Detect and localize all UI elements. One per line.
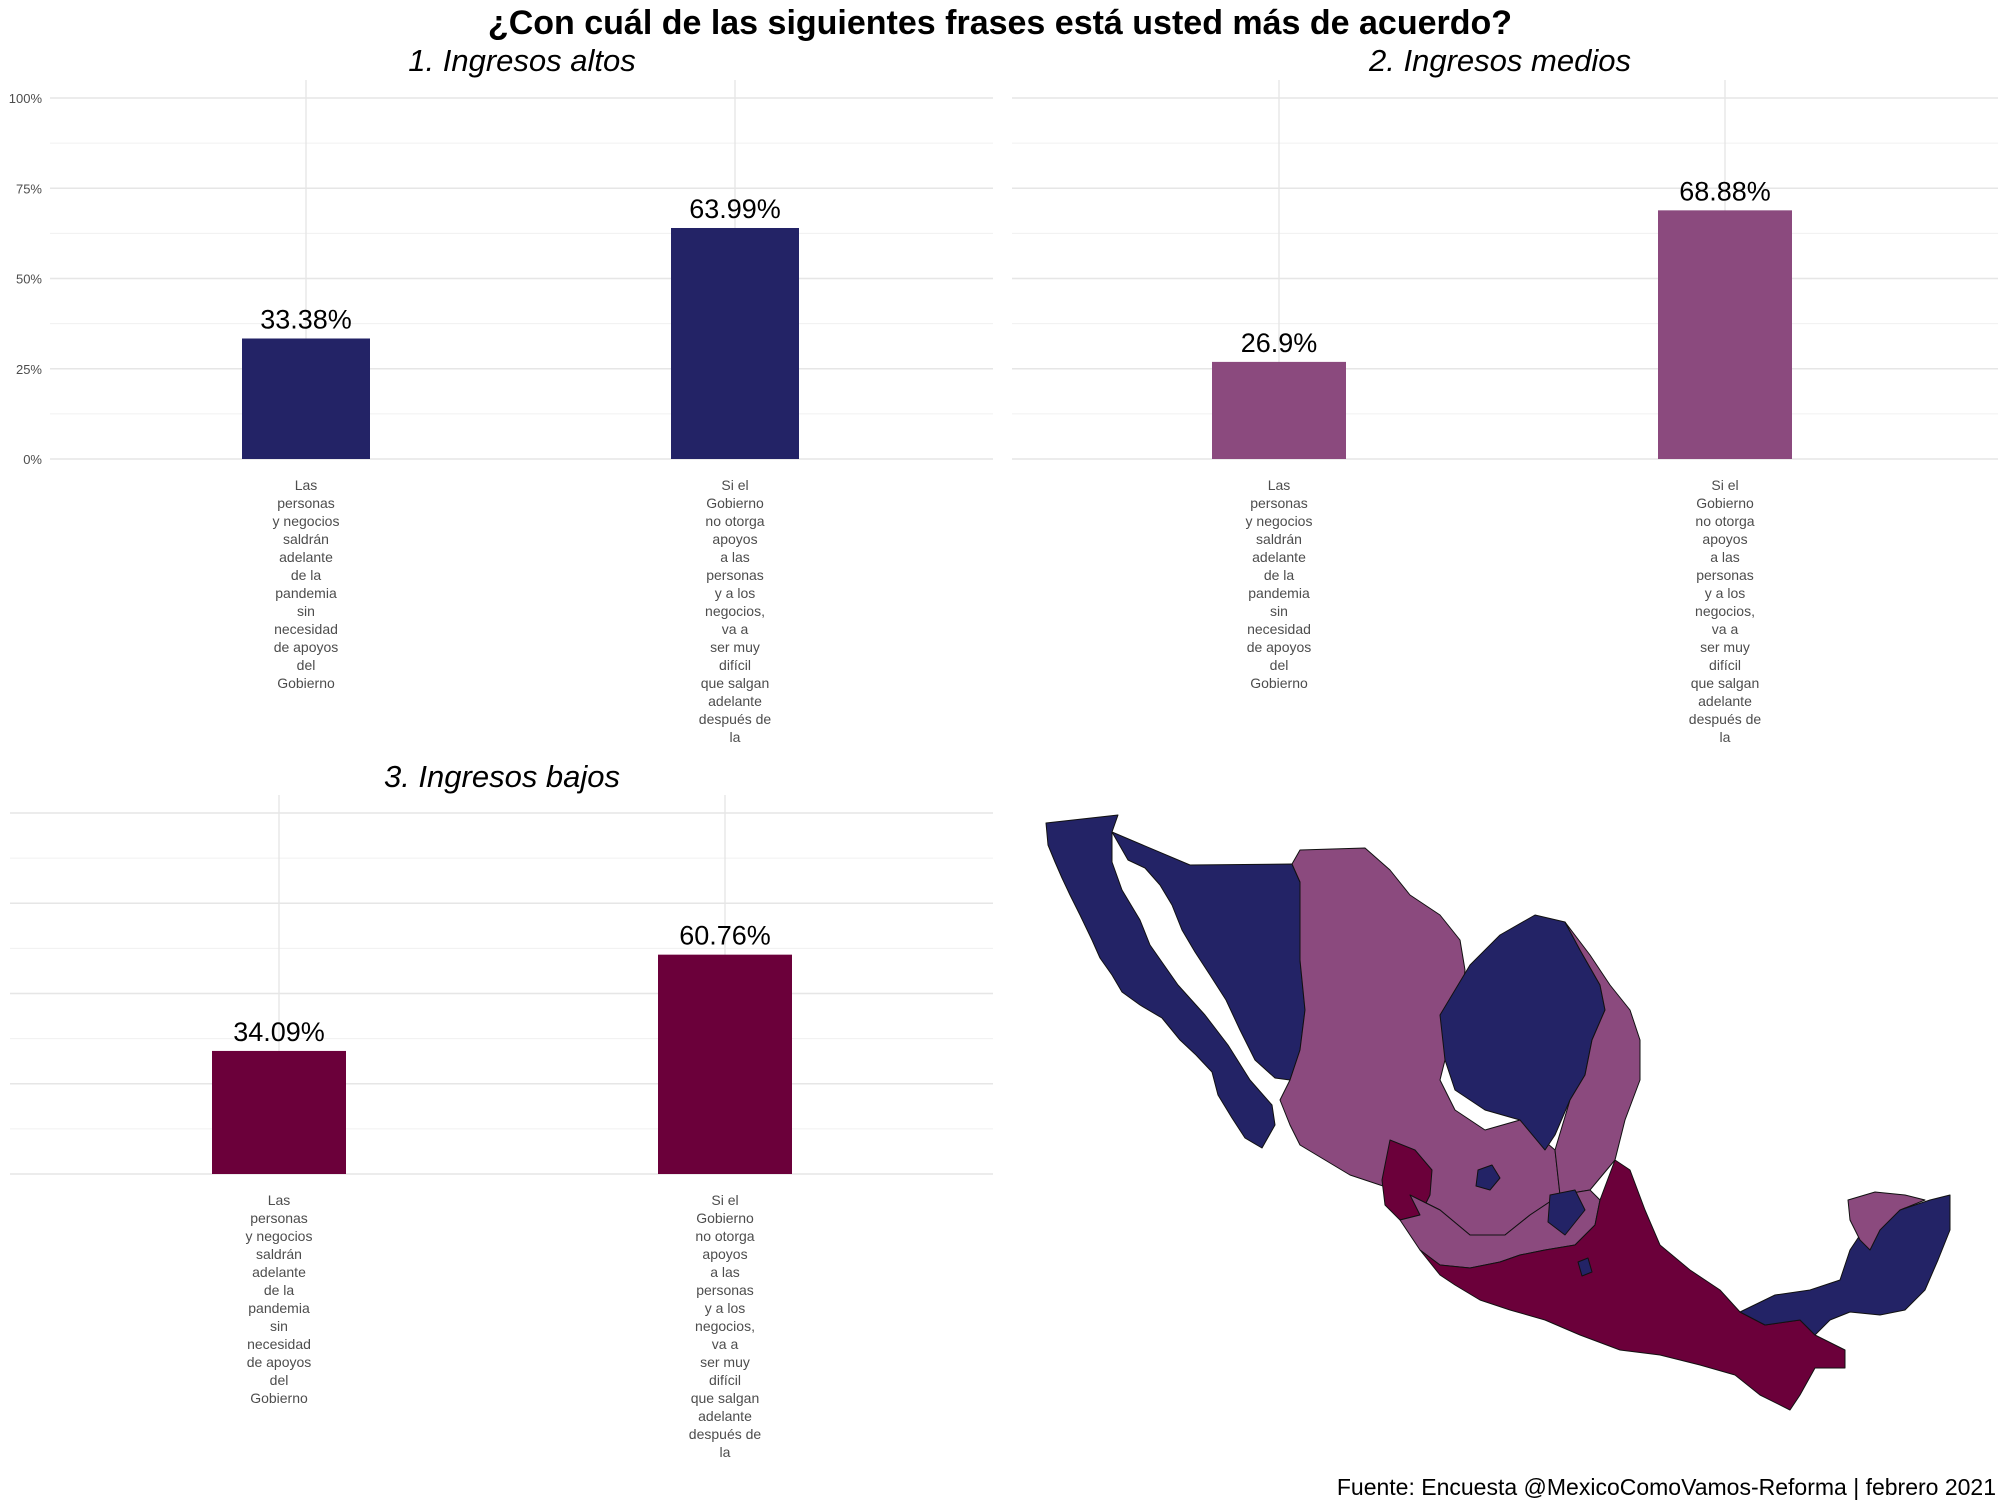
map-region-yucatan	[1847, 1191, 1926, 1251]
bar-value-label: 68.88%	[1679, 176, 1771, 206]
panel-title: 1. Ingresos altos	[408, 43, 635, 78]
mexico-map	[1045, 814, 1951, 1411]
panel-title: 2. Ingresos medios	[1368, 43, 1631, 78]
x-category-label: Si el Gobierno no otorga apoyos a las persona…	[1689, 477, 1762, 745]
bar-value-label: 33.38%	[260, 304, 352, 334]
bar	[1212, 361, 1346, 459]
panel-title: 3. Ingresos bajos	[384, 759, 620, 794]
caption: Fuente: Encuesta @MexicoComoVamos-Reform…	[1337, 1474, 1996, 1500]
bar	[671, 227, 799, 459]
y-tick-label: 100%	[9, 91, 43, 106]
panel-ingresos-bajos: 3. Ingresos bajos 34.09% 60.76% Las personas…	[10, 759, 993, 1460]
x-category-label: Si el Gobierno no otorga apoyos a las persona…	[699, 477, 772, 745]
y-tick-label: 50%	[16, 272, 42, 287]
x-category-label: Las personas y negocios saldrán adelante de l…	[273, 477, 340, 691]
x-category-label: Las personas y negocios saldrán adelante de l…	[1246, 477, 1313, 691]
bar-value-label: 34.09%	[233, 1017, 325, 1047]
bar-value-label: 60.76%	[679, 921, 771, 951]
map-region-cdmx	[1577, 1257, 1593, 1277]
x-category-label: Si el Gobierno no otorga apoyos a las persona…	[689, 1192, 762, 1460]
main-title: ¿Con cuál de las siguientes frases está …	[488, 4, 1512, 42]
bar-value-label: 63.99%	[689, 194, 781, 224]
bar-value-label: 26.9%	[1241, 328, 1318, 358]
bar	[242, 338, 370, 459]
x-category-label: Las personas y negocios saldrán adelante de l…	[246, 1192, 313, 1406]
y-tick-label: 75%	[16, 181, 42, 196]
map-region-aguascalientes	[1475, 1164, 1501, 1191]
bar	[212, 1050, 346, 1174]
y-tick-label: 0%	[23, 452, 42, 467]
panel-ingresos-altos: 0% 25% 50% 75% 100% 1. Ingresos altos 33.38% 63…	[9, 43, 993, 745]
map-region-southeast	[1739, 1194, 1951, 1336]
bar	[1658, 210, 1792, 459]
map-region-northwest	[1045, 814, 1276, 1149]
panel-ingresos-medios: 2. Ingresos medios 26.9% 68.88% Las personas…	[1012, 43, 1998, 745]
y-tick-label: 25%	[16, 362, 42, 377]
map-region-queretaro	[1547, 1189, 1586, 1236]
bar	[658, 954, 792, 1174]
